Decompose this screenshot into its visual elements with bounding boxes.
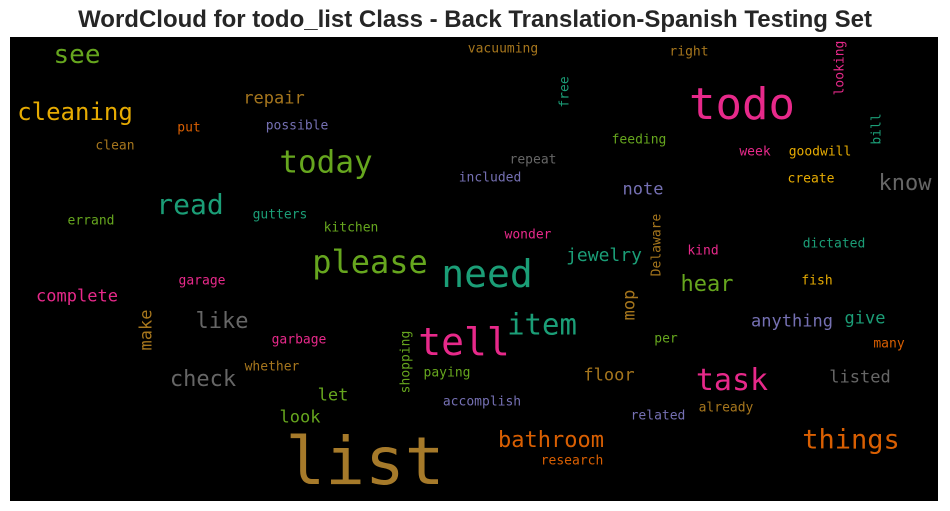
word-errand: errand — [67, 213, 115, 229]
word-clean: clean — [95, 138, 135, 154]
word-possible: possible — [265, 118, 329, 134]
word-shopping: shopping — [398, 330, 414, 394]
word-floor: floor — [583, 365, 635, 386]
word-looking: looking — [832, 40, 848, 96]
word-listed: listed — [829, 367, 891, 388]
word-know: know — [878, 171, 932, 196]
word-bathroom: bathroom — [498, 428, 604, 453]
word-many: many — [873, 336, 905, 352]
word-please: please — [312, 243, 428, 281]
word-look: look — [279, 407, 321, 428]
word-need: need — [441, 252, 533, 296]
word-note: note — [622, 179, 664, 200]
word-kitchen: kitchen — [323, 220, 379, 236]
word-related: related — [630, 408, 686, 424]
word-put: put — [177, 120, 201, 136]
word-item: item — [507, 307, 577, 342]
word-accomplish: accomplish — [442, 394, 522, 410]
word-vacuuming: vacuuming — [467, 41, 539, 57]
word-complete: complete — [36, 286, 118, 307]
word-right: right — [669, 44, 709, 60]
word-mop: mop — [619, 289, 640, 321]
word-give: give — [844, 308, 886, 329]
word-paying: paying — [423, 365, 471, 381]
wordcloud-canvas: list todo need tell please today item ta… — [10, 37, 938, 501]
word-see: see — [53, 40, 101, 70]
word-per: per — [654, 331, 678, 347]
word-task: task — [695, 363, 769, 398]
word-week: week — [739, 144, 771, 160]
word-anything: anything — [751, 311, 833, 332]
word-dictated: dictated — [802, 236, 866, 252]
word-already: already — [698, 400, 754, 416]
word-todo: todo — [689, 79, 795, 130]
word-hear: hear — [680, 272, 734, 297]
word-repair: repair — [243, 88, 305, 109]
word-jewelry: jewelry — [566, 245, 642, 266]
word-garbage: garbage — [271, 332, 327, 348]
word-feeding: feeding — [611, 132, 667, 148]
word-goodwill: goodwill — [788, 144, 852, 160]
word-whether: whether — [244, 359, 300, 375]
word-gutters: gutters — [252, 207, 308, 223]
word-free: free — [557, 76, 573, 108]
word-list: list — [285, 423, 445, 500]
word-check: check — [169, 367, 237, 392]
word-cleaning: cleaning — [17, 98, 133, 126]
word-included: included — [458, 170, 522, 186]
word-Delaware: Delaware — [649, 213, 665, 277]
word-bill: bill — [869, 113, 885, 145]
word-tell: tell — [418, 320, 510, 364]
word-like: like — [195, 309, 249, 334]
word-wonder: wonder — [504, 227, 552, 243]
word-fish: fish — [801, 273, 833, 289]
word-research: research — [540, 453, 604, 469]
word-let: let — [317, 385, 349, 406]
word-today: today — [279, 144, 373, 181]
word-make: make — [136, 309, 157, 351]
word-read: read — [156, 188, 224, 221]
word-things: things — [802, 424, 900, 456]
word-repeat: repeat — [509, 152, 557, 168]
word-kind: kind — [687, 243, 719, 259]
chart-title: WordCloud for todo_list Class - Back Tra… — [78, 6, 872, 33]
word-garage: garage — [178, 273, 226, 289]
word-create: create — [787, 171, 835, 187]
